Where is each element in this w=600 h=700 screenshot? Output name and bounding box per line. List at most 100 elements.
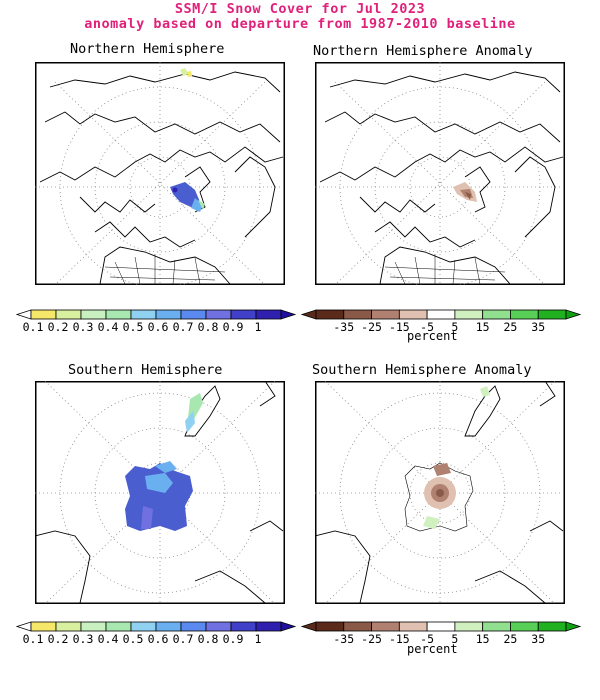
colorbar-tick-label: 0.9 [223, 320, 244, 334]
colorbar-right-arrow [565, 621, 582, 632]
colorbar-tick-label: 0.2 [48, 320, 69, 334]
nh-anomaly-colorbar: -35 -25 -15 -5 5 15 25 35 [300, 309, 582, 334]
colorbar-tick-label: -5 [420, 320, 434, 334]
nh-cover-colorbar: 0.1 0.2 0.3 0.4 0.5 0.6 0.7 0.8 0.9 1 [15, 309, 297, 334]
colorbar-swatch [482, 621, 511, 632]
colorbar-left-arrow [300, 621, 317, 632]
colorbar-swatch [398, 309, 428, 320]
sh-panel-title: Southern Hemisphere [68, 362, 223, 378]
colorbar-swatch [315, 621, 345, 632]
colorbar-swatch [255, 621, 282, 632]
nh-anomaly-patches [453, 182, 477, 202]
colorbar-swatch [30, 309, 57, 320]
boundaries [384, 254, 506, 285]
colorbar-tick-label: -25 [361, 632, 382, 646]
coastlines [39, 71, 284, 285]
colorbar-tick-label: -5 [420, 632, 434, 646]
colorbar-swatch [205, 621, 232, 632]
colorbar-swatch [315, 309, 345, 320]
colorbar-swatch [510, 621, 539, 632]
nh-anomaly-unit-label: percent [407, 329, 458, 343]
colorbar-tick-label: 15 [476, 632, 490, 646]
coastlines [319, 71, 564, 285]
colorbar-tick-label: 0.2 [48, 632, 69, 646]
colorbar-tick-label: -35 [333, 320, 354, 334]
colorbar-tick-label: 0.5 [123, 320, 144, 334]
sh-snow-cover-map [35, 381, 285, 604]
colorbar-right-arrow [565, 309, 582, 320]
colorbar-tick-label: 0.1 [23, 632, 44, 646]
colorbar-tick-label: 0.4 [98, 320, 119, 334]
colorbar-swatch [205, 309, 232, 320]
sh-anomaly-map [315, 381, 565, 604]
colorbar-swatch [105, 309, 132, 320]
boundaries [104, 254, 226, 285]
colorbar-swatch [55, 309, 82, 320]
colorbar-swatch [80, 309, 107, 320]
colorbar-tick-label: 0.5 [123, 632, 144, 646]
figure-subtitle: anomaly based on departure from 1987-201… [84, 16, 516, 32]
nh-snow-cover-map [35, 62, 285, 285]
sh-anomaly-colorbar: -35 -25 -15 -5 5 15 25 35 [300, 621, 582, 646]
colorbar-swatch [55, 621, 82, 632]
colorbar-left-arrow [15, 309, 32, 320]
figure-title: SSM/I Snow Cover for Jul 2023 [174, 1, 426, 17]
colorbar-swatch [398, 621, 428, 632]
colorbar-swatch [130, 309, 157, 320]
colorbar-tick-label: 0.6 [148, 632, 169, 646]
colorbar-tick-label: 35 [531, 632, 545, 646]
colorbar-tick-label: 0.4 [98, 632, 119, 646]
sh-anomaly-panel-title: Southern Hemisphere Anomaly [312, 362, 532, 378]
colorbar-swatch [426, 309, 456, 320]
colorbar-tick-label: 35 [531, 320, 545, 334]
colorbar-tick-label: 0.8 [198, 632, 219, 646]
sh-cover-colorbar: 0.1 0.2 0.3 0.4 0.5 0.6 0.7 0.8 0.9 1 [15, 621, 297, 646]
colorbar-tick-label: 0.3 [73, 632, 94, 646]
colorbar-right-arrow [280, 621, 297, 632]
colorbar-swatch [130, 621, 157, 632]
sh-snow-patches [125, 393, 203, 531]
colorbar-swatch [155, 621, 182, 632]
colorbar-swatch [80, 621, 107, 632]
colorbar-swatch [426, 621, 456, 632]
colorbar-tick-label: -15 [389, 632, 410, 646]
colorbar-swatch [180, 621, 207, 632]
colorbar-swatch [230, 621, 257, 632]
colorbar-tick-label: 5 [451, 632, 458, 646]
colorbar-swatch [343, 309, 372, 320]
colorbar-left-arrow [15, 621, 32, 632]
colorbar-tick-label: 15 [476, 320, 490, 334]
colorbar-tick-label: 0.7 [173, 632, 194, 646]
colorbar-swatch [371, 621, 400, 632]
colorbar-tick-label: 0.1 [23, 320, 44, 334]
colorbar-tick-label: 0.6 [148, 320, 169, 334]
colorbar-tick-label: 1 [255, 320, 262, 334]
colorbar-tick-label: 0.3 [73, 320, 94, 334]
colorbar-swatch [155, 309, 182, 320]
colorbar-tick-label: -15 [389, 320, 410, 334]
colorbar-tick-label: 25 [504, 320, 518, 334]
colorbar-tick-label: 0.9 [223, 632, 244, 646]
nh-snow-patches [170, 68, 205, 212]
colorbar-tick-label: 1 [255, 632, 262, 646]
colorbar-swatch [510, 309, 539, 320]
colorbar-swatch [343, 621, 372, 632]
colorbar-tick-label: 0.8 [198, 320, 219, 334]
colorbar-swatch [454, 309, 484, 320]
colorbar-right-arrow [280, 309, 297, 320]
nh-anomaly-map [315, 62, 565, 285]
colorbar-swatch [537, 621, 567, 632]
colorbar-tick-label: -25 [361, 320, 382, 334]
colorbar-swatch [454, 621, 484, 632]
colorbar-swatch [30, 621, 57, 632]
colorbar-swatch [371, 309, 400, 320]
coastlines [35, 381, 284, 604]
colorbar-tick-label: -35 [333, 632, 354, 646]
colorbar-left-arrow [300, 309, 317, 320]
colorbar-tick-label: 0.7 [173, 320, 194, 334]
colorbar-swatch [255, 309, 282, 320]
nh-anomaly-panel-title: Northern Hemisphere Anomaly [313, 43, 533, 59]
colorbar-swatch [230, 309, 257, 320]
colorbar-swatch [482, 309, 511, 320]
sh-anomaly-unit-label: percent [407, 642, 458, 656]
